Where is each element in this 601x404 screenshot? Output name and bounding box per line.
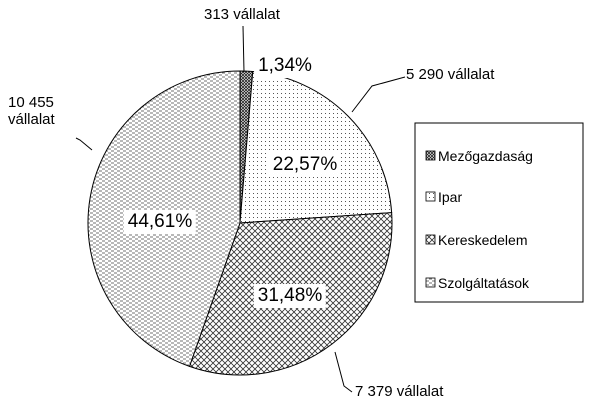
count-label: 7 379 vállalat [355, 383, 444, 400]
leader-line [334, 351, 353, 393]
count-label: 313 vállalat [204, 6, 280, 23]
value-label: 44,61% [123, 210, 197, 234]
count-label: 5 290 vállalat [406, 66, 495, 83]
legend-box [414, 122, 584, 303]
value-label: 22,57% [268, 153, 342, 177]
legend-swatch [425, 191, 436, 202]
count-label: 10 455 vállalat [8, 94, 55, 128]
pie-slice [239, 70, 393, 224]
leader-line [351, 76, 406, 113]
leader-line [242, 25, 245, 73]
leader-line [75, 137, 93, 151]
leader-lines [75, 25, 406, 393]
legend-label: Mezőgazdaság [438, 148, 533, 164]
legend-label: Ipar [438, 189, 463, 205]
legend-swatch [425, 277, 436, 288]
value-label: 1,34% [254, 54, 316, 78]
legend-swatch [425, 150, 436, 161]
legend-label: Kereskedelem [438, 232, 528, 248]
legend-label: Szolgáltatások [438, 275, 530, 291]
value-label: 31,48% [253, 284, 327, 308]
legend-swatch [425, 234, 436, 245]
